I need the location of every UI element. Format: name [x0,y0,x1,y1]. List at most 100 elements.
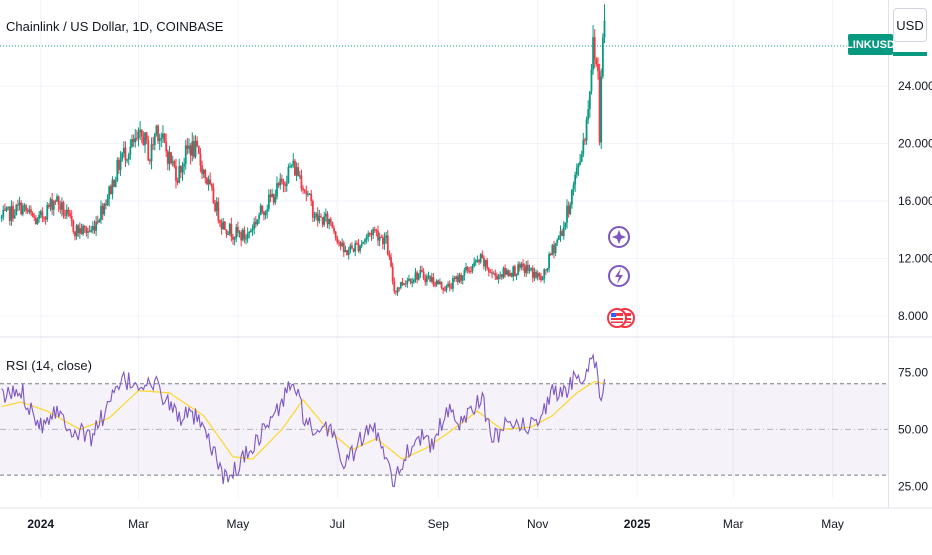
candle-body [579,161,581,165]
candle-body [31,212,34,217]
candle-body [124,147,127,161]
candle-body [103,203,106,215]
price-tick-label: 24.000 [898,79,932,93]
candle-body [3,209,6,211]
candle-body [474,260,477,263]
candle-body [194,140,197,157]
candle-body [473,262,476,267]
price-tick-label: 12.000 [898,251,932,265]
candle-body [419,269,422,274]
candle-body [442,287,445,291]
candle-body [507,270,510,277]
candle-body [80,228,83,234]
candle-body [258,215,260,220]
candle-body [5,207,8,211]
candle-body [215,201,218,212]
candle-body [347,250,350,256]
candle-body [333,228,335,232]
last-price-marker [893,52,927,56]
candle-body [15,204,18,216]
candle-body [588,91,591,110]
candle-body [443,290,446,292]
candle-body [525,264,528,273]
candle-body [302,188,304,190]
candle-body [455,276,458,279]
candle-body [512,266,515,277]
candle-body [44,217,47,220]
candle-body [597,64,599,72]
candle-body [96,221,99,223]
candle-body [300,175,303,189]
candle-body [285,183,288,186]
candle-body [74,231,76,237]
candle-body [126,159,128,161]
candle-body [75,225,78,237]
candle-body [513,266,516,277]
candle-body [417,273,420,280]
candle-body [556,239,559,244]
candle-body [476,260,479,262]
candle-body [456,276,459,282]
candle-body [315,213,317,217]
candle-body [184,145,187,164]
candle-body [468,270,471,272]
candle-body [162,133,164,138]
candle-body [158,138,161,142]
candle-body [546,268,549,271]
candle-body [396,287,399,293]
candle-body [360,243,363,247]
candle-body [412,279,415,283]
candle-body [132,139,135,143]
candle-body [566,205,568,223]
candle-body [554,243,557,254]
candle-body [295,167,298,176]
candles [0,4,606,296]
us-flag-icon [607,308,635,328]
candle-body [140,129,143,137]
candle-body [199,153,202,166]
candle-body [504,267,507,275]
candle-body [298,175,301,177]
candle-body [601,37,604,77]
candle-body [571,189,573,205]
candle-body [105,203,107,206]
candle-body [232,236,234,240]
candle-body [370,233,373,236]
candle-body [269,194,272,198]
candle-body [259,205,262,216]
candle-body [463,270,466,276]
candle-body [256,219,259,225]
candle-body [535,271,537,278]
candle-body [178,166,181,183]
candle-body [422,271,425,279]
candle-body [439,281,441,285]
candle-body [246,232,249,239]
candle-body [531,267,534,278]
candle-body [352,248,355,252]
candle-body [461,275,464,281]
candle-body [453,277,456,279]
candle-body [46,205,49,220]
candle-body [411,282,414,284]
candle-body [310,193,313,202]
candle-body [577,164,580,168]
candle-body [544,269,547,271]
candle-body [251,229,254,231]
candle-body [38,215,41,219]
candle-body [191,141,194,156]
candle-body [217,201,220,221]
candle-body [344,250,347,253]
candle-body [311,201,314,218]
candle-body [147,140,150,161]
currency-button[interactable]: USD [893,8,927,42]
candle-body [590,69,593,92]
candle-body [87,231,89,233]
candle-body [241,229,244,241]
candle-body [584,139,586,141]
candle-body [305,191,308,195]
time-tick-label: 2025 [624,517,651,531]
candle-body [375,229,378,232]
chart-title: Chainlink / US Dollar, 1D, COINBASE [6,19,224,34]
